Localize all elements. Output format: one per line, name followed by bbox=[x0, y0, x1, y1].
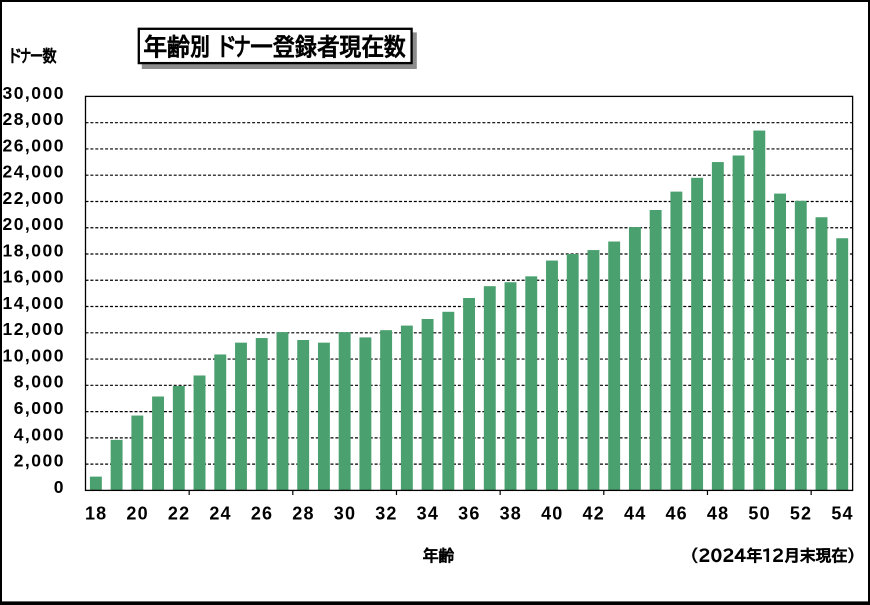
svg-text:20: 20 bbox=[126, 504, 148, 524]
svg-text:40: 40 bbox=[541, 504, 563, 524]
svg-text:18: 18 bbox=[85, 504, 107, 524]
svg-text:26: 26 bbox=[251, 504, 273, 524]
svg-text:28: 28 bbox=[292, 504, 314, 524]
svg-text:50: 50 bbox=[748, 504, 770, 524]
svg-text:2,000: 2,000 bbox=[14, 451, 65, 471]
svg-text:32: 32 bbox=[375, 504, 397, 524]
svg-text:36: 36 bbox=[458, 504, 480, 524]
svg-text:30,000: 30,000 bbox=[2, 83, 65, 103]
svg-text:12,000: 12,000 bbox=[2, 319, 65, 339]
svg-text:44: 44 bbox=[624, 504, 646, 524]
svg-text:14,000: 14,000 bbox=[2, 293, 65, 313]
svg-text:4,000: 4,000 bbox=[14, 424, 65, 444]
svg-text:16,000: 16,000 bbox=[2, 267, 65, 287]
svg-text:10,000: 10,000 bbox=[2, 345, 65, 365]
svg-text:28,000: 28,000 bbox=[2, 109, 65, 129]
svg-text:22: 22 bbox=[168, 504, 190, 524]
svg-text:20,000: 20,000 bbox=[2, 214, 65, 234]
svg-text:22,000: 22,000 bbox=[2, 188, 65, 208]
svg-text:46: 46 bbox=[665, 504, 687, 524]
svg-text:24: 24 bbox=[209, 504, 231, 524]
svg-text:38: 38 bbox=[500, 504, 522, 524]
svg-text:0: 0 bbox=[54, 477, 65, 497]
svg-text:52: 52 bbox=[790, 504, 812, 524]
svg-text:18,000: 18,000 bbox=[2, 240, 65, 260]
svg-text:54: 54 bbox=[831, 504, 853, 524]
svg-text:26,000: 26,000 bbox=[2, 135, 65, 155]
svg-text:34: 34 bbox=[417, 504, 439, 524]
svg-text:24,000: 24,000 bbox=[2, 162, 65, 182]
svg-text:30: 30 bbox=[334, 504, 356, 524]
svg-text:42: 42 bbox=[583, 504, 605, 524]
svg-text:6,000: 6,000 bbox=[14, 398, 65, 418]
svg-text:8,000: 8,000 bbox=[14, 372, 65, 392]
svg-text:48: 48 bbox=[707, 504, 729, 524]
